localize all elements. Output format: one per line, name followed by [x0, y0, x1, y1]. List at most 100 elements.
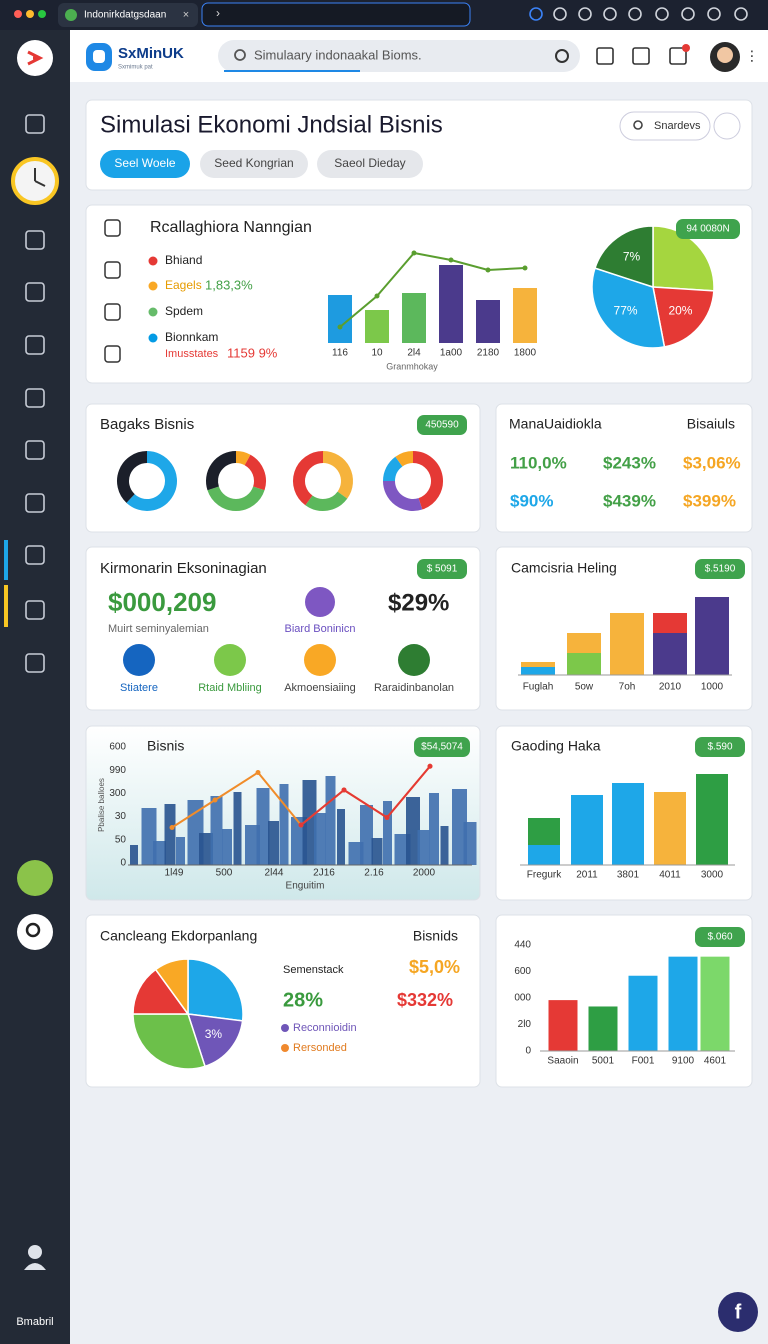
feature-icon[interactable] [304, 644, 336, 676]
browser-icon[interactable] [655, 7, 669, 21]
address-bar[interactable] [201, 2, 471, 27]
feature-icon[interactable] [214, 644, 246, 676]
tab-pill[interactable] [200, 150, 308, 178]
sidebar-user[interactable] [28, 1245, 42, 1259]
window-dot [14, 10, 22, 18]
header-icon[interactable] [632, 47, 650, 65]
sidebar-icon[interactable] [25, 600, 45, 620]
sidebar-search[interactable] [17, 914, 53, 950]
sidebar-icon[interactable] [25, 493, 45, 513]
sidebar-button[interactable] [17, 860, 53, 896]
x-tick-label: 2011 [576, 870, 598, 881]
stat-value: $439% [603, 491, 656, 510]
card-search[interactable] [619, 111, 711, 141]
feature-label: Rtaid Mbliing [198, 682, 262, 694]
card [495, 403, 753, 533]
tab[interactable] [58, 3, 198, 27]
line-point [255, 770, 261, 775]
header-icon[interactable] [669, 47, 687, 65]
browser-icon[interactable] [603, 7, 617, 21]
stat-value: $399% [683, 491, 736, 510]
app-search-underline [224, 70, 360, 72]
stat-value: $3,06% [683, 453, 741, 472]
bar-segment [567, 653, 601, 675]
browser-icon[interactable] [529, 7, 543, 21]
browser-icon[interactable] [628, 7, 642, 21]
building [463, 822, 477, 865]
browser-icon[interactable] [553, 7, 567, 21]
page-title: Simulasi Ekonomi Jndsial Bisnis [100, 111, 443, 138]
pie-slice [132, 1013, 206, 1070]
panel-icon [104, 219, 121, 237]
tab-label[interactable]: Seel Woele [114, 156, 175, 170]
x-tick-label: Saaoin [547, 1056, 578, 1067]
pie-slice [594, 225, 654, 289]
building [130, 845, 138, 865]
card-search-button[interactable] [713, 112, 741, 140]
feature-label: Stiatere [120, 682, 158, 694]
refresh-icon[interactable] [555, 49, 569, 63]
donut-segment [235, 451, 251, 466]
x-tick-label: 1l49 [165, 868, 184, 879]
panel-title: Bagaks Bisnis [100, 416, 194, 433]
donut-segment [206, 451, 237, 491]
feature-label: Akmoensiaiing [284, 682, 356, 694]
sidebar-icon[interactable] [25, 230, 45, 250]
tab-pill[interactable] [100, 150, 190, 178]
browser-icon[interactable] [681, 7, 695, 21]
sidebar-icon[interactable] [25, 545, 45, 565]
x-tick-label: 7oh [619, 682, 636, 693]
sidebar-icon[interactable] [25, 653, 45, 673]
badge: 94 0080N [686, 224, 729, 235]
browser-icon[interactable] [707, 7, 721, 21]
line-point [169, 825, 175, 830]
building [429, 793, 439, 865]
panel-title: Kirmonarin Eksoninagian [100, 560, 267, 577]
sidebar-icon[interactable] [25, 114, 45, 134]
search-glass [25, 922, 41, 938]
panel-title: Camcisria Heling [511, 560, 617, 576]
x-tick-label: 1a00 [440, 348, 463, 359]
y-axis-title: Pbalise balloes [97, 778, 106, 832]
sidebar-icon[interactable] [25, 282, 45, 302]
feature-icon[interactable] [123, 644, 155, 676]
panel-icon [104, 261, 121, 279]
panel-title-right: Bisnids [413, 928, 458, 944]
legend-label: Imusstates [165, 348, 219, 360]
app-logo-inner [93, 50, 105, 63]
donut-segment [395, 451, 414, 467]
sidebar-icon[interactable] [25, 440, 45, 460]
bar [588, 1006, 618, 1051]
panel-title: Rcallaghiora Nanngian [150, 219, 312, 236]
browser-icon[interactable] [734, 7, 748, 21]
building [452, 789, 467, 865]
sidebar-icon[interactable] [25, 388, 45, 408]
bar [439, 265, 463, 343]
pie-slice [186, 1013, 244, 1068]
more-menu[interactable]: ⋮ [745, 48, 759, 64]
badge [417, 559, 467, 579]
feature-icon[interactable] [398, 644, 430, 676]
browser-icon[interactable] [578, 7, 592, 21]
bar-segment [695, 597, 729, 675]
bar-segment [521, 662, 555, 667]
x-tick-label: 2180 [477, 348, 500, 359]
x-tick-label: 3000 [701, 870, 724, 881]
y-tick-label: 600 [514, 966, 531, 977]
tab-pill[interactable] [317, 150, 423, 178]
line-point [337, 324, 343, 330]
y-tick-label: 0 [120, 858, 126, 869]
feature-label: Raraidinbanolan [374, 682, 454, 694]
bar-segment [653, 633, 687, 675]
badge [414, 737, 470, 757]
help-button[interactable] [718, 1292, 758, 1332]
badge: $.5190 [705, 564, 736, 575]
header-icon[interactable] [596, 47, 614, 65]
app-search[interactable] [218, 40, 580, 72]
tab-label[interactable]: Saeol Dieday [334, 156, 405, 170]
x-tick-label: 500 [216, 868, 233, 879]
tab-label[interactable]: Seed Kongrian [214, 156, 293, 170]
sidebar-icon[interactable] [25, 335, 45, 355]
